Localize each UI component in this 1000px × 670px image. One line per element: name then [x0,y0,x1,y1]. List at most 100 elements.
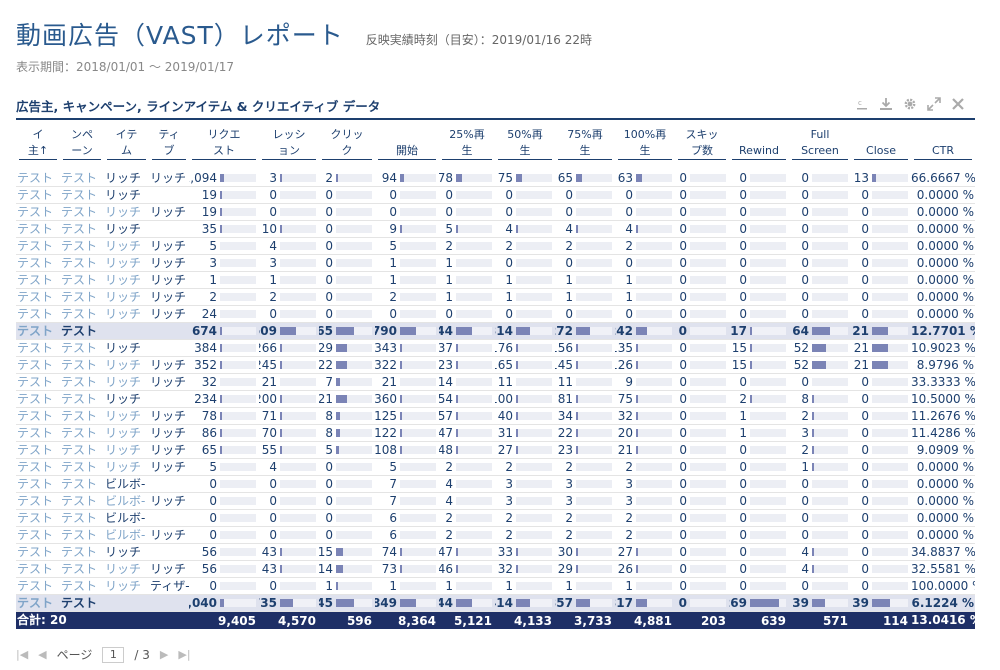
column-header[interactable]: イ 主↑ [19,127,57,160]
metric-bar [220,429,256,437]
metric-cell: 0 [729,221,789,237]
metric-value: 266 [259,341,277,355]
metric-value: 317 [615,596,633,610]
metric-bar [812,208,848,216]
column-header[interactable]: ティ ブ [152,127,186,160]
column-header[interactable]: 開始 [378,143,436,160]
table-row[interactable]: テスト テスト ビルボ- リッチ 0 0 0 7 4 3 3 3 0 0 0 0 0.0000 % [16,493,975,510]
column-header[interactable]: 25%再 生 [442,127,492,160]
table-row[interactable]: テスト テスト リッチ リッチ 1 1 0 1 1 1 1 1 0 0 0 0 0.0000 % [16,272,975,289]
table-row[interactable]: テスト テスト リッチ 19 0 0 0 0 0 0 0 0 0 0 0 0.0000 % [16,187,975,204]
metric-cell: 234 [189,391,259,407]
download-icon[interactable] [878,96,894,112]
table-row[interactable]: テスト テスト リッチ リッチ 5 4 0 5 2 2 2 2 0 0 0 0 0.0000 % [16,238,975,255]
table-row[interactable]: テスト テスト リッチ リッチ 5 4 0 5 2 2 2 2 0 0 1 0 0.0000 % [16,459,975,476]
metric-cell: 0 [729,493,789,509]
metric-value: 0 [801,205,809,219]
metric-bar [280,446,316,454]
metric-bar [636,565,672,573]
metric-value: 75 [617,392,633,406]
column-header[interactable]: 75%再 生 [558,127,612,160]
dimension-cell: リッチ [150,205,187,219]
metric-value: 0 [739,171,747,185]
column-header[interactable]: リクエ スト [192,127,256,160]
column-header[interactable]: Full Screen [792,127,848,160]
metric-cell: 0 [495,306,555,322]
column-header[interactable]: 50%再 生 [498,127,552,160]
dimension-cell: テスト [61,358,98,372]
first-page-icon[interactable]: |◀ [16,648,29,661]
metric-value: 0 [505,188,513,202]
table-row[interactable]: テスト テスト リッチ リッチ 56 43 14 73 46 32 29 26 0 0 4 0 32.5581 … [16,561,975,578]
metric-bar [690,514,726,522]
table-row[interactable]: テスト テスト リッチ リッチ 86 70 8 122 47 31 22 20 0 1 3 0 11.4286 … [16,425,975,442]
metric-bar [456,276,492,284]
table-row[interactable]: テスト テスト リッチ リッチ 32 21 7 21 14 11 11 9 0 0 0 0 33.3333 % [16,374,975,391]
table-row[interactable]: テスト テスト リッチ リッチ 78 71 8 125 57 40 34 32 0 1 2 0 11.2676 … [16,408,975,425]
gear-icon[interactable] [902,96,918,112]
table-row[interactable]: テストテストリッチリッチ3522452232222316514512601552… [16,357,975,374]
table-row[interactable]: テスト テスト リッチ リッチ 24 0 0 0 0 0 0 0 0 0 0 0 0.0000 % [16,306,975,323]
table-row[interactable]: テスト テスト ビルボ- 0 0 0 6 2 2 2 2 0 0 0 0 0.0000 % [16,510,975,527]
metric-cell: 2 [789,408,851,424]
pager: |◀ ◀ ページ 1 / 3 ▶ ▶| [16,646,191,663]
column-header[interactable]: レッシ ョン [262,127,316,160]
metric-value: 13 [853,171,869,185]
column-header[interactable]: CTR [914,143,972,160]
table-row[interactable]: テスト テスト リッチ リッチ 65 55 5 108 48 27 23 21 0 0 2 0 9.0909 % [16,442,975,459]
table-row[interactable]: テスト テスト リッチ リッチ 3 3 0 1 1 0 0 0 0 0 0 0 0.0000 % [16,255,975,272]
dimension-cell: リッチ [105,171,142,185]
last-page-icon[interactable]: ▶| [178,648,191,661]
metric-bar [280,582,316,590]
metric-cell: 1 [259,272,319,288]
table-row[interactable]: テスト テスト リッチ リッチ 19 0 0 0 0 0 0 0 0 0 0 0 0.0000 % [16,204,975,221]
expand-icon[interactable] [926,96,942,112]
metric-cell: 2 [615,238,675,254]
close-icon[interactable] [950,96,966,112]
metric-cell: 57 [439,408,495,424]
metric-value: 0 [269,307,277,321]
column-header[interactable]: ンペ ーン [63,127,101,160]
column-header[interactable]: スキッ プ数 [678,127,726,160]
metric-bar [750,412,786,420]
metric-bar [280,463,316,471]
prev-page-icon[interactable]: ◀ [38,648,47,661]
metric-cell: 1 [375,578,439,594]
dimension-cell: テスト [17,171,54,185]
metric-bar [220,344,256,352]
metric-bar-fill [516,225,518,233]
metric-bar-fill [456,429,458,437]
metric-bar [750,446,786,454]
metric-bar-fill [220,208,222,216]
metric-bar [872,327,908,335]
metric-cell: 7 [375,493,439,509]
column-header[interactable]: 100%再 生 [618,127,672,160]
table-row[interactable]: テスト テスト リッチ 35 10 0 9 5 4 4 4 0 0 0 0 0.0000 % [16,221,975,238]
csv-icon[interactable]: c [854,96,870,112]
column-header[interactable]: クリッ ク [322,127,372,160]
metric-bar-fill [812,446,814,454]
next-page-icon[interactable]: ▶ [159,648,169,661]
column-header[interactable]: イテ ム [107,127,146,160]
table-row[interactable]: テスト テスト リッチ リッチ 2 2 0 2 1 1 1 1 0 0 0 0 0.0000 % [16,289,975,306]
metric-cell: 1 [729,425,789,441]
metric-bar [812,242,848,250]
column-header[interactable]: Close [854,143,908,160]
metric-bar-fill [516,395,518,403]
table-row[interactable]: テストテストリッチ3842662934323717615613501552211… [16,340,975,357]
table-row[interactable]: テストテストリッチ234200213601541008175028010.500… [16,391,975,408]
table-row[interactable]: テストテストリッチリッチ1,0943294787565630001366.666… [16,170,975,187]
metric-cell: 1 [495,289,555,305]
total-row[interactable]: 合計: 20 9,405 4,570 596 8,364 5,121 4,133 3,733 4… [16,612,975,629]
metric-bar [636,412,672,420]
table-row[interactable]: テスト テスト ビルボ- 0 0 0 7 4 3 3 3 0 0 0 0 0.0000 % [16,476,975,493]
column-header[interactable]: Rewind [732,143,786,160]
page-input[interactable]: 1 [102,646,125,663]
table-row[interactable]: テスト テスト リッチ 56 43 15 74 47 33 30 27 0 0 4 0 34.8837 % [16,544,975,561]
metric-value: 176 [495,341,513,355]
table-row[interactable]: テスト テスト ビルボ- リッチ 0 0 0 6 2 2 2 2 0 0 0 0 0.0000 % [16,527,975,544]
metric-cell: 3 [615,476,675,492]
